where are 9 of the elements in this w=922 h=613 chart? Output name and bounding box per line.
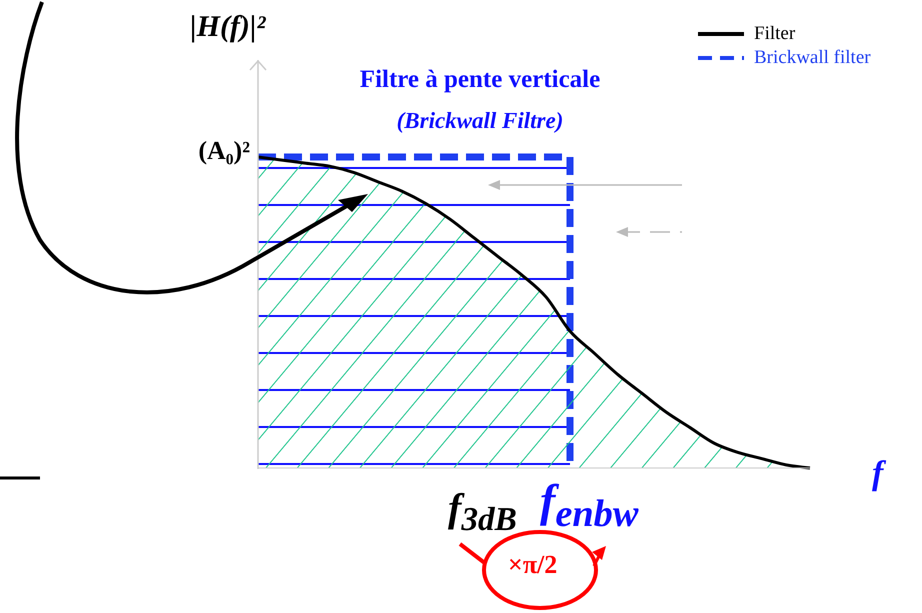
text: ×π/2 bbox=[508, 550, 558, 579]
chart-title: Filtre à pente verticale bbox=[358, 66, 602, 94]
y-axis-title: |H(f)|² bbox=[190, 10, 266, 44]
text: f$_{3dB}$ bbox=[448, 485, 517, 538]
legend-label: Brickwall filter bbox=[754, 47, 871, 69]
chart-subtitle: (Brickwall Filtre) bbox=[396, 108, 564, 134]
text: (A₀)² bbox=[198, 136, 250, 165]
legend-label: Filter bbox=[754, 23, 796, 45]
text: f$_{enbw}$ bbox=[540, 475, 638, 536]
